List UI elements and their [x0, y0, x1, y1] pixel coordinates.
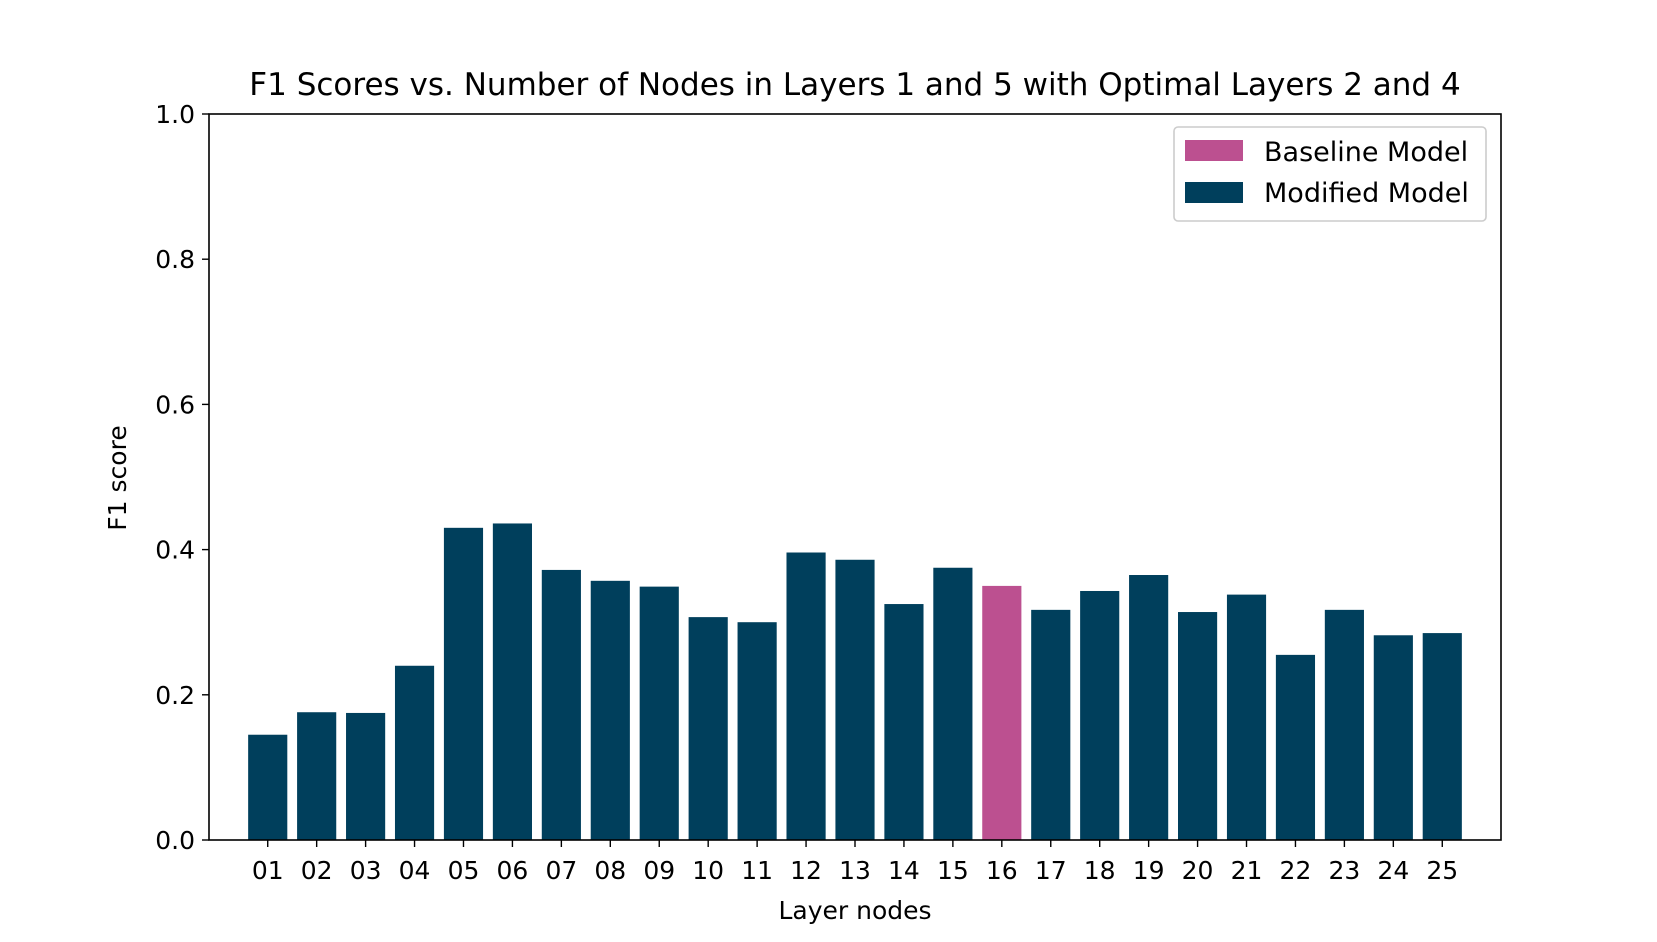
bar-22	[1275, 654, 1316, 840]
x-tick-label: 08	[594, 856, 626, 885]
legend-swatch-modified	[1185, 182, 1243, 203]
x-tick-label: 21	[1231, 856, 1263, 885]
legend-label-baseline: Baseline Model	[1264, 137, 1468, 168]
bar-17	[1031, 609, 1071, 840]
x-tick-label: 11	[741, 856, 773, 885]
x-tick-label: 17	[1035, 856, 1067, 885]
bars-group	[248, 523, 1462, 840]
y-tick-label: 0.6	[155, 390, 195, 419]
legend-box	[1173, 126, 1487, 222]
x-tick-label: 09	[643, 856, 675, 885]
y-tick-label: 0.8	[155, 245, 195, 274]
bar-10	[688, 617, 728, 840]
bar-11	[737, 622, 777, 840]
x-tick-label: 15	[937, 856, 969, 885]
bar-20	[1178, 612, 1218, 840]
x-tick-label: 06	[497, 856, 529, 885]
plot-frame	[208, 113, 1502, 841]
y-tick-label: 0.2	[155, 681, 195, 710]
x-axis-ticks: 01 02 03 04 05 06 07 08 09 10 11 12 13 14 15 16 17 18 19 20…	[252, 840, 1458, 885]
bar-03	[346, 712, 386, 840]
bar-05	[443, 527, 484, 840]
bar-09	[639, 586, 679, 840]
x-tick-label: 16	[986, 856, 1018, 885]
bar-06	[492, 523, 532, 840]
bar-15	[933, 567, 973, 840]
x-tick-label: 23	[1328, 856, 1360, 885]
bar-14	[884, 604, 924, 840]
bar-24	[1373, 635, 1413, 840]
x-tick-label: 20	[1182, 856, 1214, 885]
bar-01	[248, 734, 288, 840]
bar-08	[590, 580, 630, 840]
x-tick-label: 03	[350, 856, 382, 885]
legend-swatch-baseline	[1185, 140, 1243, 161]
x-tick-label: 10	[692, 856, 724, 885]
x-tick-label: 22	[1280, 856, 1312, 885]
y-axis-ticks: 0.0 0.2 0.4 0.6 0.8 1.0	[155, 100, 209, 855]
bar-12	[786, 552, 826, 840]
x-axis-label: Layer nodes	[778, 896, 931, 925]
bar-07	[541, 569, 581, 840]
x-tick-label: 07	[545, 856, 577, 885]
x-tick-label: 19	[1133, 856, 1165, 885]
x-tick-label: 12	[790, 856, 822, 885]
x-tick-label: 14	[888, 856, 920, 885]
x-tick-label: 01	[252, 856, 284, 885]
y-tick-label: 0.4	[155, 536, 195, 565]
x-tick-label: 25	[1426, 856, 1458, 885]
legend: Baseline Model Modified Model	[1173, 126, 1487, 222]
bar-25	[1422, 633, 1462, 840]
bar-16	[982, 585, 1022, 840]
bar-02	[297, 712, 337, 840]
legend-label-modified: Modified Model	[1264, 178, 1469, 209]
x-tick-label: 13	[839, 856, 871, 885]
y-tick-label: 0.0	[155, 826, 195, 855]
y-tick-label: 1.0	[155, 100, 195, 129]
bar-19	[1129, 575, 1169, 840]
x-tick-label: 18	[1084, 856, 1116, 885]
chart-title: F1 Scores vs. Number of Nodes in Layers …	[249, 67, 1460, 103]
y-axis-label: F1 score	[103, 425, 132, 530]
bar-18	[1080, 590, 1120, 840]
bar-04	[394, 665, 435, 840]
bar-13	[835, 559, 875, 840]
bar-23	[1324, 609, 1364, 840]
x-tick-label: 04	[399, 856, 431, 885]
x-tick-label: 05	[448, 856, 480, 885]
x-tick-label: 24	[1377, 856, 1409, 885]
x-tick-label: 02	[301, 856, 333, 885]
bar-21	[1226, 594, 1267, 840]
